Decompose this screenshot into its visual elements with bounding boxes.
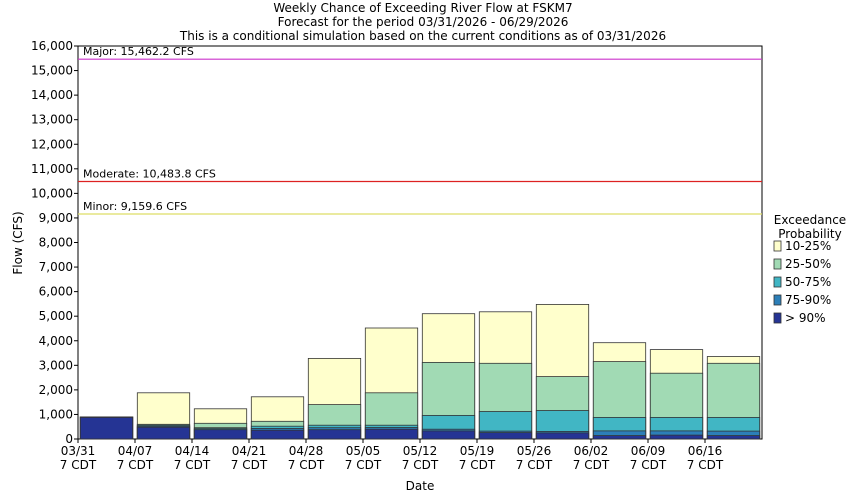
bar-segment (649, 434, 704, 440)
x-tick-label: 04/14 (175, 444, 210, 458)
y-tick-label: 13,000 (31, 113, 73, 127)
bar-segment (250, 429, 305, 440)
y-tick-label: 2,000 (39, 383, 73, 397)
x-tick-label: 04/07 (118, 444, 153, 458)
legend-title-line-1: Exceedance (774, 213, 846, 227)
x-tick-label: 7 CDT (516, 458, 553, 472)
bar-segment (478, 432, 533, 440)
x-tick-label: 04/28 (289, 444, 324, 458)
y-tick-label: 11,000 (31, 162, 73, 176)
y-axis: 0 1,000 2,000 3,000 4,000 5,000 6,000 7,000 8,00… (31, 39, 78, 446)
threshold-label: Minor: 9,159.6 CFS (83, 200, 187, 213)
y-tick-label: 4,000 (39, 334, 73, 348)
title-line-2: Forecast for the period 03/31/2026 - 06/… (278, 15, 569, 29)
legend-label: 50-75% (785, 275, 831, 289)
y-axis-label: Flow (CFS) (11, 211, 25, 274)
bars-layer (79, 303, 761, 440)
x-tick-label: 05/12 (403, 444, 438, 458)
x-tick-label: 7 CDT (459, 458, 496, 472)
y-tick-label: 1,000 (39, 407, 73, 421)
x-tick-label: 05/26 (517, 444, 552, 458)
x-tick-label: 06/09 (631, 444, 666, 458)
bar-segment (193, 429, 248, 440)
y-tick-label: 14,000 (31, 88, 73, 102)
x-tick-label: 04/21 (232, 444, 267, 458)
y-tick-label: 3,000 (39, 358, 73, 372)
x-tick-label: 7 CDT (117, 458, 154, 472)
threshold-lines: Major: 15,462.2 CFS Moderate: 10,483.8 CF… (78, 45, 762, 215)
x-tick-label: 03/31 (61, 444, 96, 458)
bar-segment (706, 435, 761, 440)
legend-swatch (773, 312, 782, 324)
y-tick-label: 16,000 (31, 39, 73, 53)
x-tick-label: 05/19 (460, 444, 495, 458)
legend-label: 10-25% (785, 239, 831, 253)
bar-segment (136, 426, 191, 440)
bar-segment (421, 430, 476, 440)
legend-swatch (773, 240, 782, 252)
x-tick-label: 7 CDT (231, 458, 268, 472)
y-tick-label: 9,000 (39, 211, 73, 225)
x-tick-label: 05/05 (346, 444, 381, 458)
bar-segment (364, 428, 419, 440)
legend-swatch (773, 294, 782, 306)
legend-label: 25-50% (785, 257, 831, 271)
threshold-label: Major: 15,462.2 CFS (83, 45, 194, 58)
x-tick-label: 7 CDT (60, 458, 97, 472)
x-tick-label: 06/02 (574, 444, 609, 458)
title-line-1: Weekly Chance of Exceeding River Flow at… (273, 1, 572, 15)
x-tick-label: 7 CDT (345, 458, 382, 472)
y-tick-label: 10,000 (31, 186, 73, 200)
title-line-3: This is a conditional simulation based o… (179, 29, 666, 43)
x-tick-label: 7 CDT (573, 458, 610, 472)
legend-swatch (773, 258, 782, 270)
y-tick-label: 8,000 (39, 236, 73, 250)
legend: Exceedance Probability 10-25% 25-50% 50-75… (773, 213, 846, 325)
chart-title: Weekly Chance of Exceeding River Flow at… (179, 1, 666, 43)
legend-title-line-2: Probability (778, 227, 841, 241)
y-tick-label: 7,000 (39, 260, 73, 274)
x-tick-label: 7 CDT (174, 458, 211, 472)
x-tick-label: 06/16 (688, 444, 723, 458)
y-tick-label: 15,000 (31, 64, 73, 78)
y-tick-label: 5,000 (39, 309, 73, 323)
legend-swatch (773, 276, 782, 288)
plot-area (77, 45, 763, 440)
x-tick-label: 7 CDT (630, 458, 667, 472)
bar-segment (79, 416, 134, 440)
bar-segment (592, 435, 647, 440)
x-tick-label: 7 CDT (402, 458, 439, 472)
x-tick-label: 7 CDT (687, 458, 724, 472)
y-tick-label: 6,000 (39, 285, 73, 299)
y-tick-label: 12,000 (31, 137, 73, 151)
x-tick-label: 7 CDT (288, 458, 325, 472)
y-tick-label: 0 (65, 432, 73, 446)
bar-segment (307, 429, 362, 440)
legend-label: 75-90% (785, 293, 831, 307)
legend-label: > 90% (785, 311, 826, 325)
x-axis-label: Date (406, 479, 435, 493)
bar-segment (535, 432, 590, 440)
threshold-label: Moderate: 10,483.8 CFS (83, 167, 216, 180)
